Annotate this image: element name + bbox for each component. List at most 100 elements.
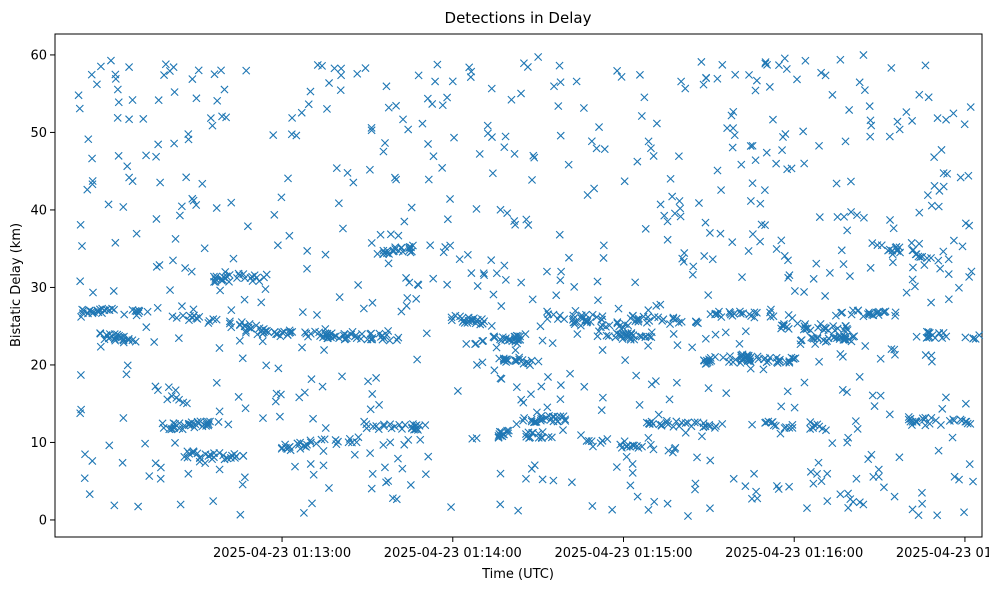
data-point [203, 417, 212, 426]
data-point [890, 345, 899, 354]
data-point [262, 361, 271, 370]
data-point [635, 70, 644, 79]
data-point [643, 313, 652, 322]
data-point [676, 212, 685, 221]
data-point [823, 469, 832, 478]
data-point [860, 86, 869, 95]
data-point [244, 323, 253, 332]
data-point [407, 424, 416, 433]
data-point [406, 480, 415, 489]
data-point [221, 267, 230, 276]
data-point [125, 173, 134, 182]
data-point [762, 148, 771, 157]
data-point [748, 230, 757, 239]
data-point [177, 202, 186, 211]
data-point [674, 152, 683, 161]
data-point [687, 422, 696, 431]
data-point [278, 328, 287, 337]
data-point [626, 314, 635, 323]
data-point [729, 124, 738, 133]
data-point [433, 60, 442, 69]
data-point [728, 238, 737, 247]
data-point [691, 317, 700, 326]
data-point [424, 139, 433, 148]
data-point [222, 113, 231, 122]
data-point [431, 77, 440, 86]
data-point [184, 135, 193, 144]
data-point [543, 314, 552, 323]
data-point [934, 202, 943, 211]
data-point [171, 438, 180, 447]
data-point [504, 426, 513, 435]
data-point [429, 274, 438, 283]
data-point [280, 327, 289, 336]
data-point [380, 463, 389, 472]
data-point [825, 268, 834, 277]
data-point [950, 416, 959, 425]
data-point [927, 298, 936, 307]
data-point [670, 209, 679, 218]
data-point [859, 500, 868, 509]
data-point [564, 253, 573, 262]
data-point [838, 385, 847, 394]
data-point [965, 221, 974, 230]
data-point [790, 287, 799, 295]
data-point [443, 215, 452, 224]
data-point [923, 254, 932, 263]
data-point [608, 505, 617, 514]
data-point [884, 246, 893, 255]
data-point [746, 141, 755, 150]
data-point [238, 354, 247, 363]
data-point [272, 330, 281, 339]
data-point [651, 377, 660, 386]
data-point [286, 446, 295, 455]
data-point [949, 236, 958, 245]
data-point [944, 295, 953, 304]
data-point [572, 77, 581, 86]
data-point [75, 104, 84, 113]
data-point [255, 277, 264, 286]
data-point [421, 470, 430, 479]
data-point [644, 137, 653, 146]
x-tick-label: 2025-04-23 01:17:00 [896, 546, 989, 561]
data-point [839, 335, 848, 344]
data-point [569, 318, 578, 327]
data-point [549, 476, 558, 485]
data-point [865, 102, 874, 111]
data-point [576, 321, 585, 330]
data-point [447, 316, 456, 325]
data-point [187, 267, 196, 276]
data-point [511, 346, 520, 355]
data-point [475, 149, 484, 158]
data-point [189, 196, 198, 205]
data-point [206, 450, 215, 459]
data-point [832, 334, 841, 343]
data-point [669, 422, 678, 431]
data-point [791, 354, 800, 363]
data-point [193, 449, 202, 458]
data-point [366, 405, 375, 414]
data-point [813, 469, 822, 478]
data-point [752, 76, 761, 85]
data-point [628, 459, 637, 468]
data-point [907, 238, 916, 247]
data-point [780, 251, 789, 260]
data-point [167, 392, 176, 401]
data-point [522, 432, 531, 441]
data-point [368, 469, 377, 478]
data-point [694, 199, 703, 208]
data-point [390, 246, 399, 255]
data-point [544, 432, 553, 441]
data-point [84, 135, 93, 144]
data-point [382, 478, 391, 487]
data-point [234, 269, 243, 278]
y-tick-label: 50 [30, 126, 47, 141]
data-point [222, 272, 231, 281]
data-point [927, 201, 936, 210]
data-point [471, 340, 480, 349]
data-point [779, 320, 788, 329]
data-point [240, 473, 249, 482]
data-point [916, 253, 925, 262]
data-point [385, 249, 394, 258]
data-point [598, 320, 607, 329]
